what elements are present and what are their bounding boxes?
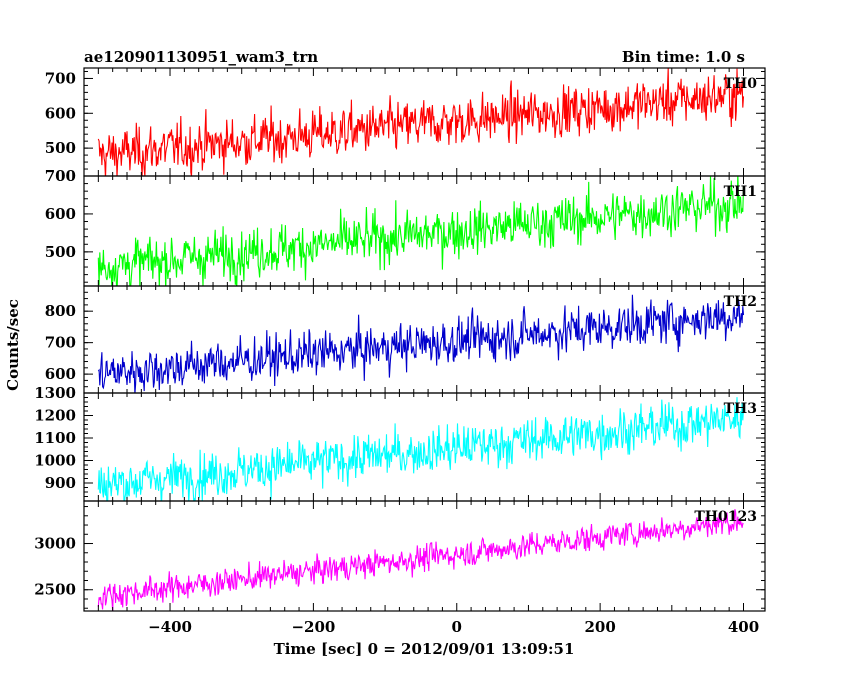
panel-label-th0: TH0 <box>724 76 758 92</box>
header-title: ae120901130951_wam3_trn <box>84 48 318 66</box>
y-tick-label: 600 <box>45 104 76 122</box>
y-tick-label: 800 <box>45 302 76 320</box>
panel-label-th3: TH3 <box>724 401 757 417</box>
series-line-th2 <box>97 294 745 393</box>
y-tick-label: 1200 <box>34 407 76 425</box>
y-tick-label: 500 <box>45 139 76 157</box>
panel-th1: 500 600 700 TH1 <box>45 167 766 287</box>
y-tick-label: 700 <box>45 69 76 87</box>
x-axis-label: Time [sec] 0 = 2012/09/01 13:09:51 <box>274 640 575 658</box>
y-tick-label: 1000 <box>34 452 76 470</box>
panel-label-th2: TH2 <box>724 294 757 310</box>
panel-th3: 900 1000 1100 1200 1300 TH3 <box>34 384 766 502</box>
x-tick-label: 0 <box>452 618 462 636</box>
x-tick-label: 400 <box>728 618 759 636</box>
panel-th0: 500 600 700 TH0 <box>45 67 766 177</box>
series-line-th0123 <box>97 509 744 611</box>
y-tick-label: 700 <box>45 334 76 352</box>
panel-th0123: 2500 3000 TH0123 <box>34 500 766 612</box>
y-tick-label: 1100 <box>34 429 76 447</box>
panel-label-th0123: TH0123 <box>694 509 757 525</box>
y-tick-label: 1300 <box>34 384 76 402</box>
panel-frame <box>83 500 766 612</box>
x-tick-label: 200 <box>584 618 615 636</box>
x-tick-label: −200 <box>291 618 335 636</box>
x-tick-labels: −400 −200 0 200 400 <box>148 618 759 636</box>
y-tick-label: 900 <box>45 474 76 492</box>
y-tick-label: 500 <box>45 243 76 261</box>
series-line-th1 <box>97 176 745 286</box>
series-line-th0 <box>97 68 745 176</box>
panel-th2: 600 700 800 TH2 <box>45 285 766 394</box>
y-tick-label: 700 <box>45 167 76 185</box>
y-tick-label: 3000 <box>34 535 76 553</box>
y-tick-label: 2500 <box>34 581 76 599</box>
panel-label-th1: TH1 <box>724 184 757 200</box>
x-tick-label: −400 <box>148 618 192 636</box>
y-tick-label: 600 <box>45 365 76 383</box>
y-axis-label: Counts/sec <box>4 299 22 391</box>
panels-group: 500 600 700 TH0 500 600 700 TH1 600 700 800 TH2 900 1… <box>34 67 766 612</box>
y-tick-label: 600 <box>45 205 76 223</box>
header-bin-time: Bin time: 1.0 s <box>622 48 745 66</box>
series-line-th3 <box>97 397 745 501</box>
